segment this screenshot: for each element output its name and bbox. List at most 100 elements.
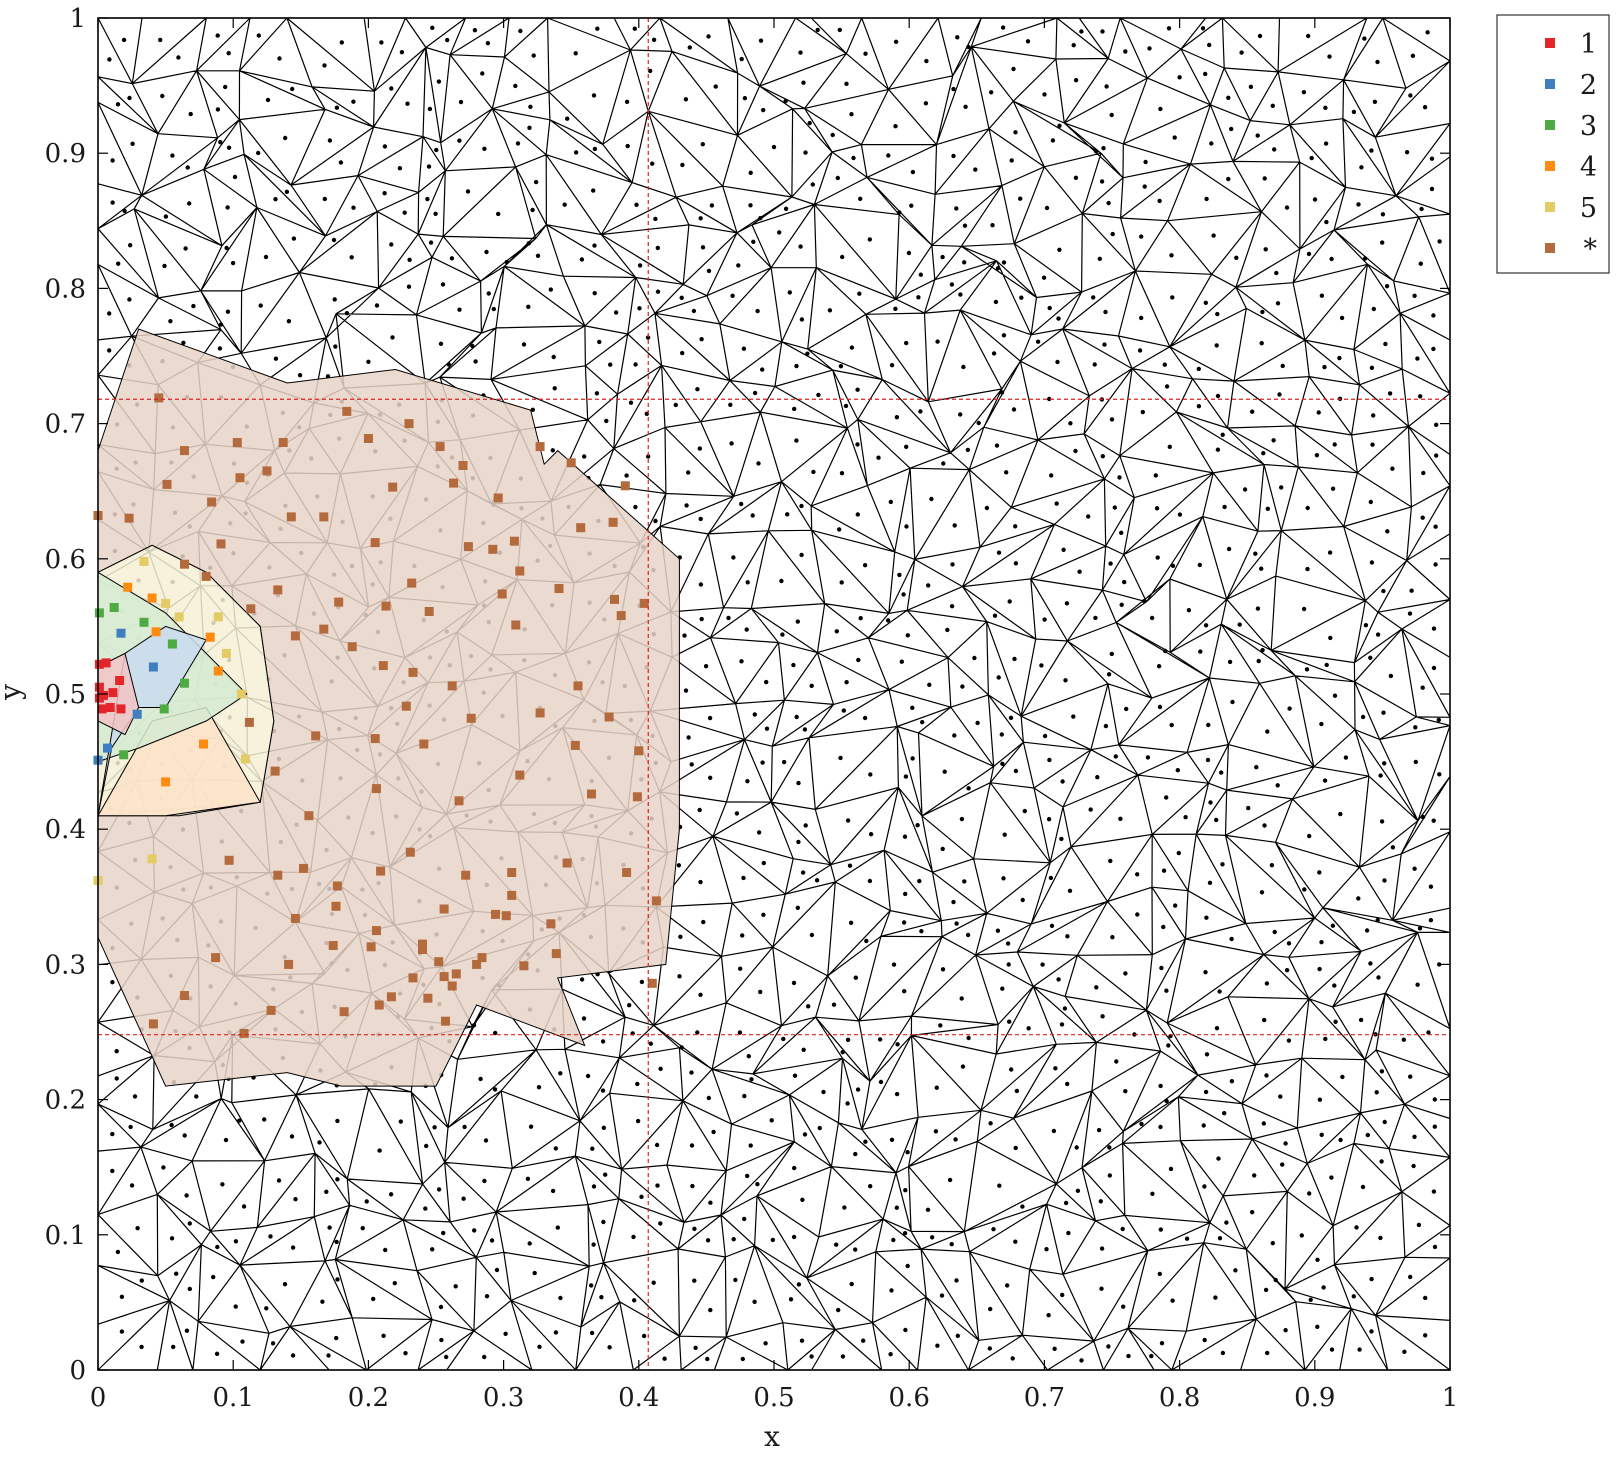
data-point [622,868,632,877]
data-point [632,792,642,802]
data-point [401,701,411,711]
data-point [573,681,583,691]
data-point [311,731,321,741]
data-point [221,648,231,658]
axes: 0 0.1 0.2 0.3 0.4 0.5 0.6 0.7 0.8 0.9 1 0 0.1 0.2 0.3 0… [45,4,1459,1413]
data-point [388,482,398,492]
data-point [304,811,314,821]
data-point [466,713,476,723]
data-point [439,904,449,914]
data-point [286,512,296,522]
data-point [386,992,396,1002]
data-point [511,620,521,630]
y-tick-label: 0 [69,1356,86,1386]
data-point [139,557,149,566]
data-point [236,689,246,699]
data-point [139,617,149,627]
legend-entry-label: 5 [1580,193,1597,224]
data-point [290,631,300,641]
data-point [535,442,545,452]
data-point [273,585,283,595]
data-point [201,571,211,581]
data-point [374,1000,384,1010]
data-point [148,662,158,672]
data-point [372,784,381,794]
x-tick-label: 0.8 [1159,1383,1200,1413]
legend-entry-label: 2 [1580,70,1597,101]
data-point [424,607,434,616]
data-point [232,438,242,447]
data-point [154,393,164,403]
data-point [576,523,586,533]
data-point [94,682,104,692]
data-point [651,896,661,906]
data-point [199,739,208,749]
x-tick-label: 0.9 [1294,1383,1335,1413]
data-point [331,901,341,911]
data-point [515,566,525,576]
legend-entry-label: 1 [1580,29,1597,60]
data-point [458,461,468,470]
data-point [381,601,391,611]
data-point [262,466,272,476]
data-point [161,598,171,608]
data-point [123,582,133,592]
data-point [342,406,352,416]
data-point [334,597,344,607]
data-point [570,740,580,750]
data-point [608,517,618,527]
y-tick-label: 0.6 [45,545,86,575]
data-point [162,479,172,489]
data-point [180,678,189,688]
data-point [116,628,126,638]
data-point [147,593,157,603]
legend-entry-label: 3 [1580,111,1597,142]
data-point [447,681,457,691]
data-point [105,703,115,712]
data-point [239,1028,249,1038]
y-tick-label: 0.8 [45,274,86,304]
data-point [174,612,184,622]
data-point [509,536,519,546]
data-point [634,746,644,756]
data-point [115,676,125,685]
data-point [472,959,482,969]
x-tick-label: 0.3 [483,1383,524,1413]
data-point [566,458,576,468]
y-tick-label: 0.3 [45,950,86,980]
data-point [463,542,473,552]
data-point [372,926,381,936]
x-tick-label: 0.1 [213,1383,254,1413]
data-point [207,497,217,507]
data-point [235,473,245,483]
data-point [299,863,308,873]
data-point [418,945,427,954]
data-point [370,734,380,744]
x-tick-label: 0.2 [348,1383,389,1413]
data-point [167,639,177,649]
data-point [404,419,414,429]
data-point [339,1007,349,1017]
series-class-4 [123,582,223,787]
legend-swatch [1545,120,1555,130]
y-tick-label: 0.9 [45,139,86,169]
x-tick-label: 0.4 [618,1383,659,1413]
data-point [159,704,169,714]
data-point [451,969,461,979]
data-point [94,693,104,703]
data-point [273,870,283,880]
data-point [620,481,630,491]
data-point [423,993,433,1003]
class-points [93,393,661,1038]
data-point [441,1016,450,1026]
data-point [378,661,388,671]
data-point [147,854,157,864]
data-point [148,1019,158,1029]
data-point [461,870,471,880]
data-point [501,911,511,921]
data-point [216,539,226,549]
data-point [408,973,418,983]
data-point [493,493,503,503]
data-point [161,777,171,787]
legend-swatch [1545,38,1555,48]
